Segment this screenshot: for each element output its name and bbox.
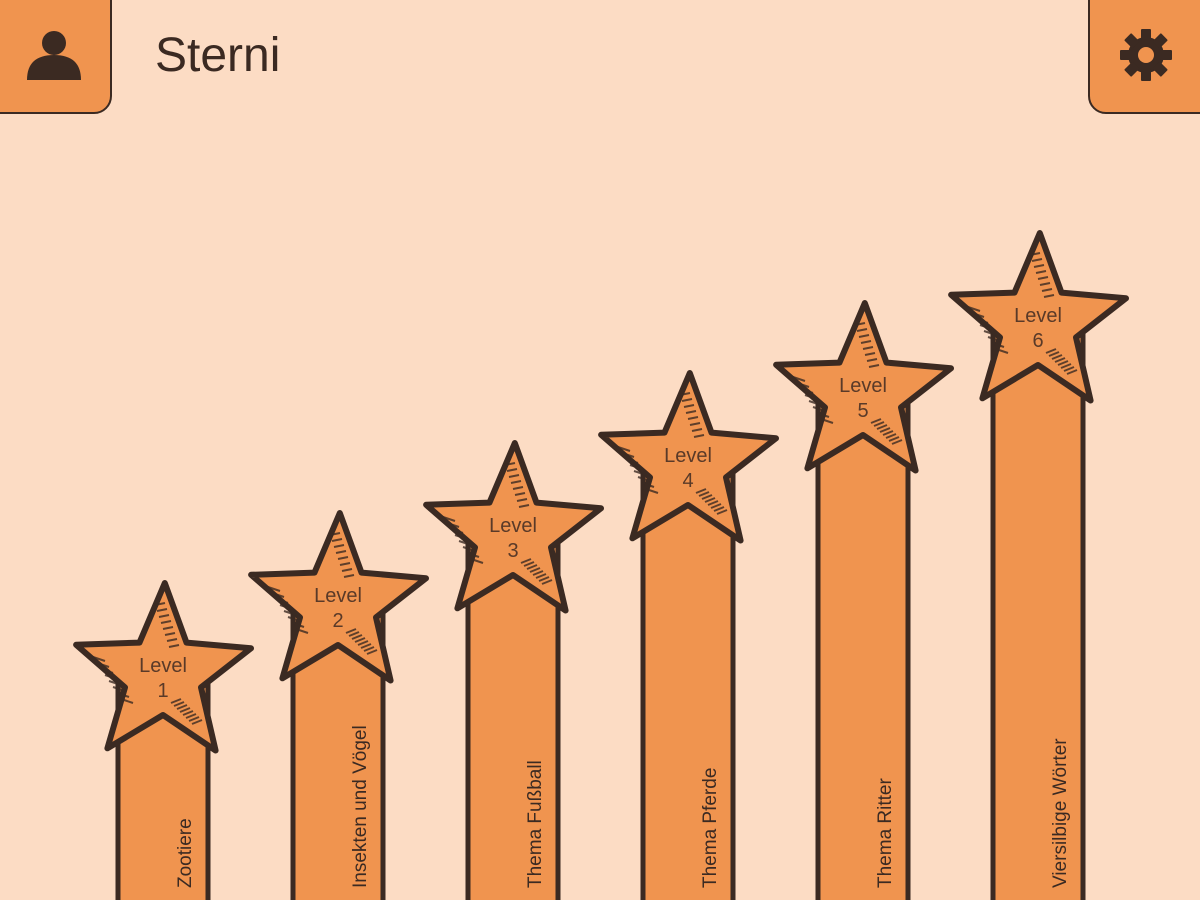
level-6-button[interactable]: Viersilbige Wörter Level 6 (948, 230, 1129, 900)
level-label: Level (664, 445, 712, 467)
level-topic: Viersilbige Wörter (1050, 738, 1071, 888)
level-label: Level (839, 375, 887, 397)
level-bar (640, 462, 736, 900)
level-topic: Insekten und Vögel (350, 725, 371, 888)
star-hatching (792, 322, 903, 445)
star-icon (423, 440, 604, 614)
level-number: 3 (507, 540, 518, 562)
person-icon (27, 31, 81, 80)
level-1-button[interactable]: Zootiere Level 1 (73, 580, 254, 900)
level-number: 5 (857, 400, 868, 422)
level-number: 1 (157, 680, 168, 702)
level-label: Level (489, 515, 537, 537)
level-3-button[interactable]: Thema Fußball Level 3 (423, 440, 604, 900)
star-hatching (617, 392, 728, 515)
level-5-button[interactable]: Thema Ritter Level 5 (773, 300, 954, 900)
star-icon (948, 230, 1129, 404)
level-2-button[interactable]: Insekten und Vögel Level 2 (248, 510, 429, 900)
level-topic: Thema Fußball (525, 760, 546, 888)
level-topic: Thema Pferde (700, 768, 721, 888)
star-hatching (442, 462, 553, 585)
star-hatching (267, 532, 378, 655)
profile-button[interactable] (0, 0, 112, 114)
level-topic: Thema Ritter (875, 778, 896, 888)
star-icon (73, 580, 254, 754)
star-icon (598, 370, 779, 544)
gear-icon (1120, 29, 1172, 81)
level-number: 4 (682, 470, 693, 492)
star-hatching (967, 252, 1078, 375)
level-label: Level (139, 655, 187, 677)
level-number: 6 (1032, 330, 1043, 352)
level-label: Level (314, 585, 362, 607)
level-label: Level (1014, 305, 1062, 327)
level-4-button[interactable]: Thema Pferde Level 4 (598, 370, 779, 900)
star-hatching (92, 602, 203, 725)
app-title: Sterni (155, 29, 281, 82)
star-icon (773, 300, 954, 474)
level-topic: Zootiere (175, 818, 196, 888)
level-number: 2 (332, 610, 343, 632)
settings-button[interactable] (1088, 0, 1200, 114)
level-bar (990, 322, 1086, 900)
star-icon (248, 510, 429, 684)
